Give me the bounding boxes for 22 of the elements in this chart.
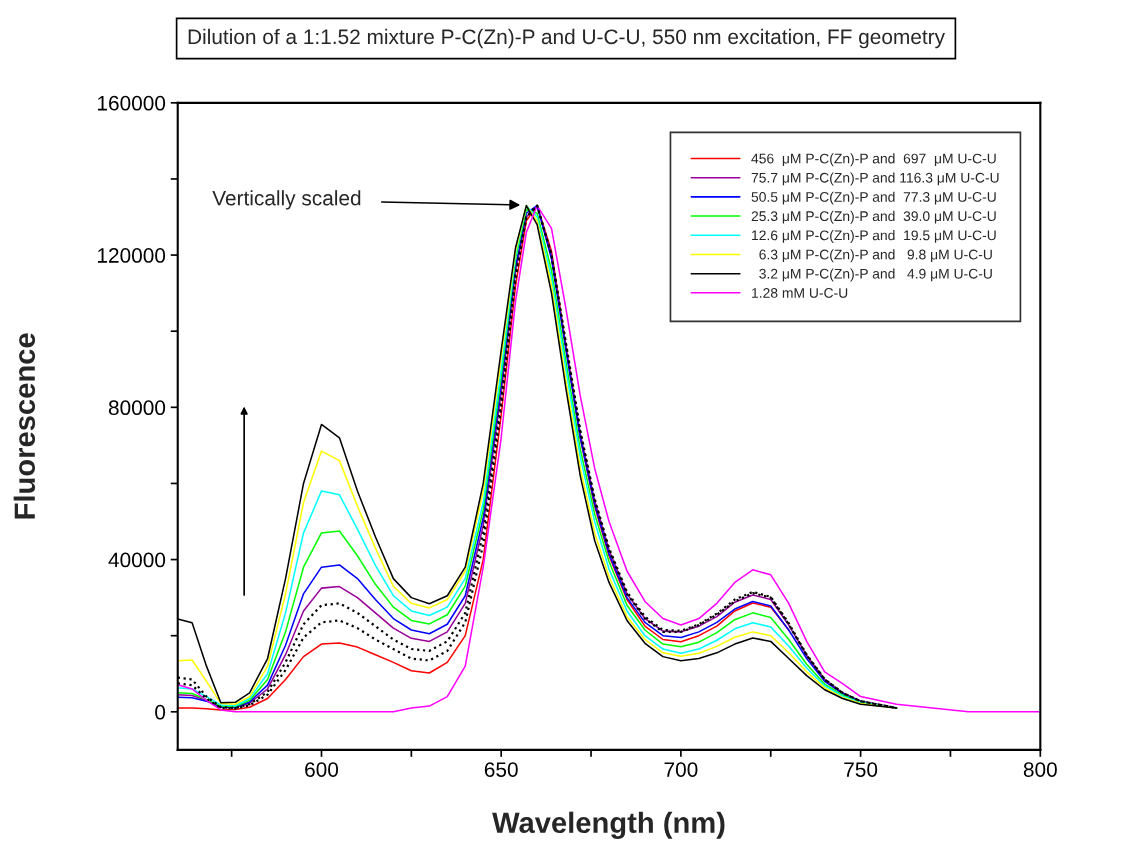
legend-label: 456 μM P-C(Zn)-P and 697 μM U-C-U <box>751 153 996 167</box>
y-tick-label: 40000 <box>108 552 166 568</box>
x-tick-label: 750 <box>844 762 878 777</box>
annotation: Vertically scaled <box>212 190 361 210</box>
legend-label: 3.2 μM P-C(Zn)-P and 4.9 μM U-C-U <box>759 268 992 282</box>
x-tick-label: 650 <box>484 762 518 777</box>
y-axis-title: Fluorescence <box>13 333 36 519</box>
x-axis-title: Wavelength (nm) <box>492 811 725 839</box>
legend-label: 75.7 μM P-C(Zn)-P and 116.3 μM U-C-U <box>751 172 999 186</box>
y-tick-label: 0 <box>155 704 166 720</box>
legend-label: 50.5 μM P-C(Zn)-P and 77.3 μM U-C-U <box>751 191 996 205</box>
x-tick-label: 800 <box>1023 762 1057 777</box>
legend-label: 1.28 mM U-C-U <box>752 288 848 298</box>
chart-title: Dilution of a 1:1.52 mixture P-C(Zn)-P and U-C-U, 550 nm excitation, FF geometry <box>188 28 945 49</box>
y-tick-label: 80000 <box>108 400 166 416</box>
y-tick-label: 160000 <box>98 95 166 111</box>
x-tick-label: 600 <box>305 762 339 777</box>
legend-label: 25.3 μM P-C(Zn)-P and 39.0 μM U-C-U <box>751 210 996 224</box>
x-tick-label: 700 <box>664 762 698 777</box>
legend-label: 6.3 μM P-C(Zn)-P and 9.8 μM U-C-U <box>759 249 992 263</box>
legend-label: 12.6 μM P-C(Zn)-P and 19.5 μM U-C-U <box>752 230 996 243</box>
y-tick-label: 120000 <box>98 248 166 263</box>
